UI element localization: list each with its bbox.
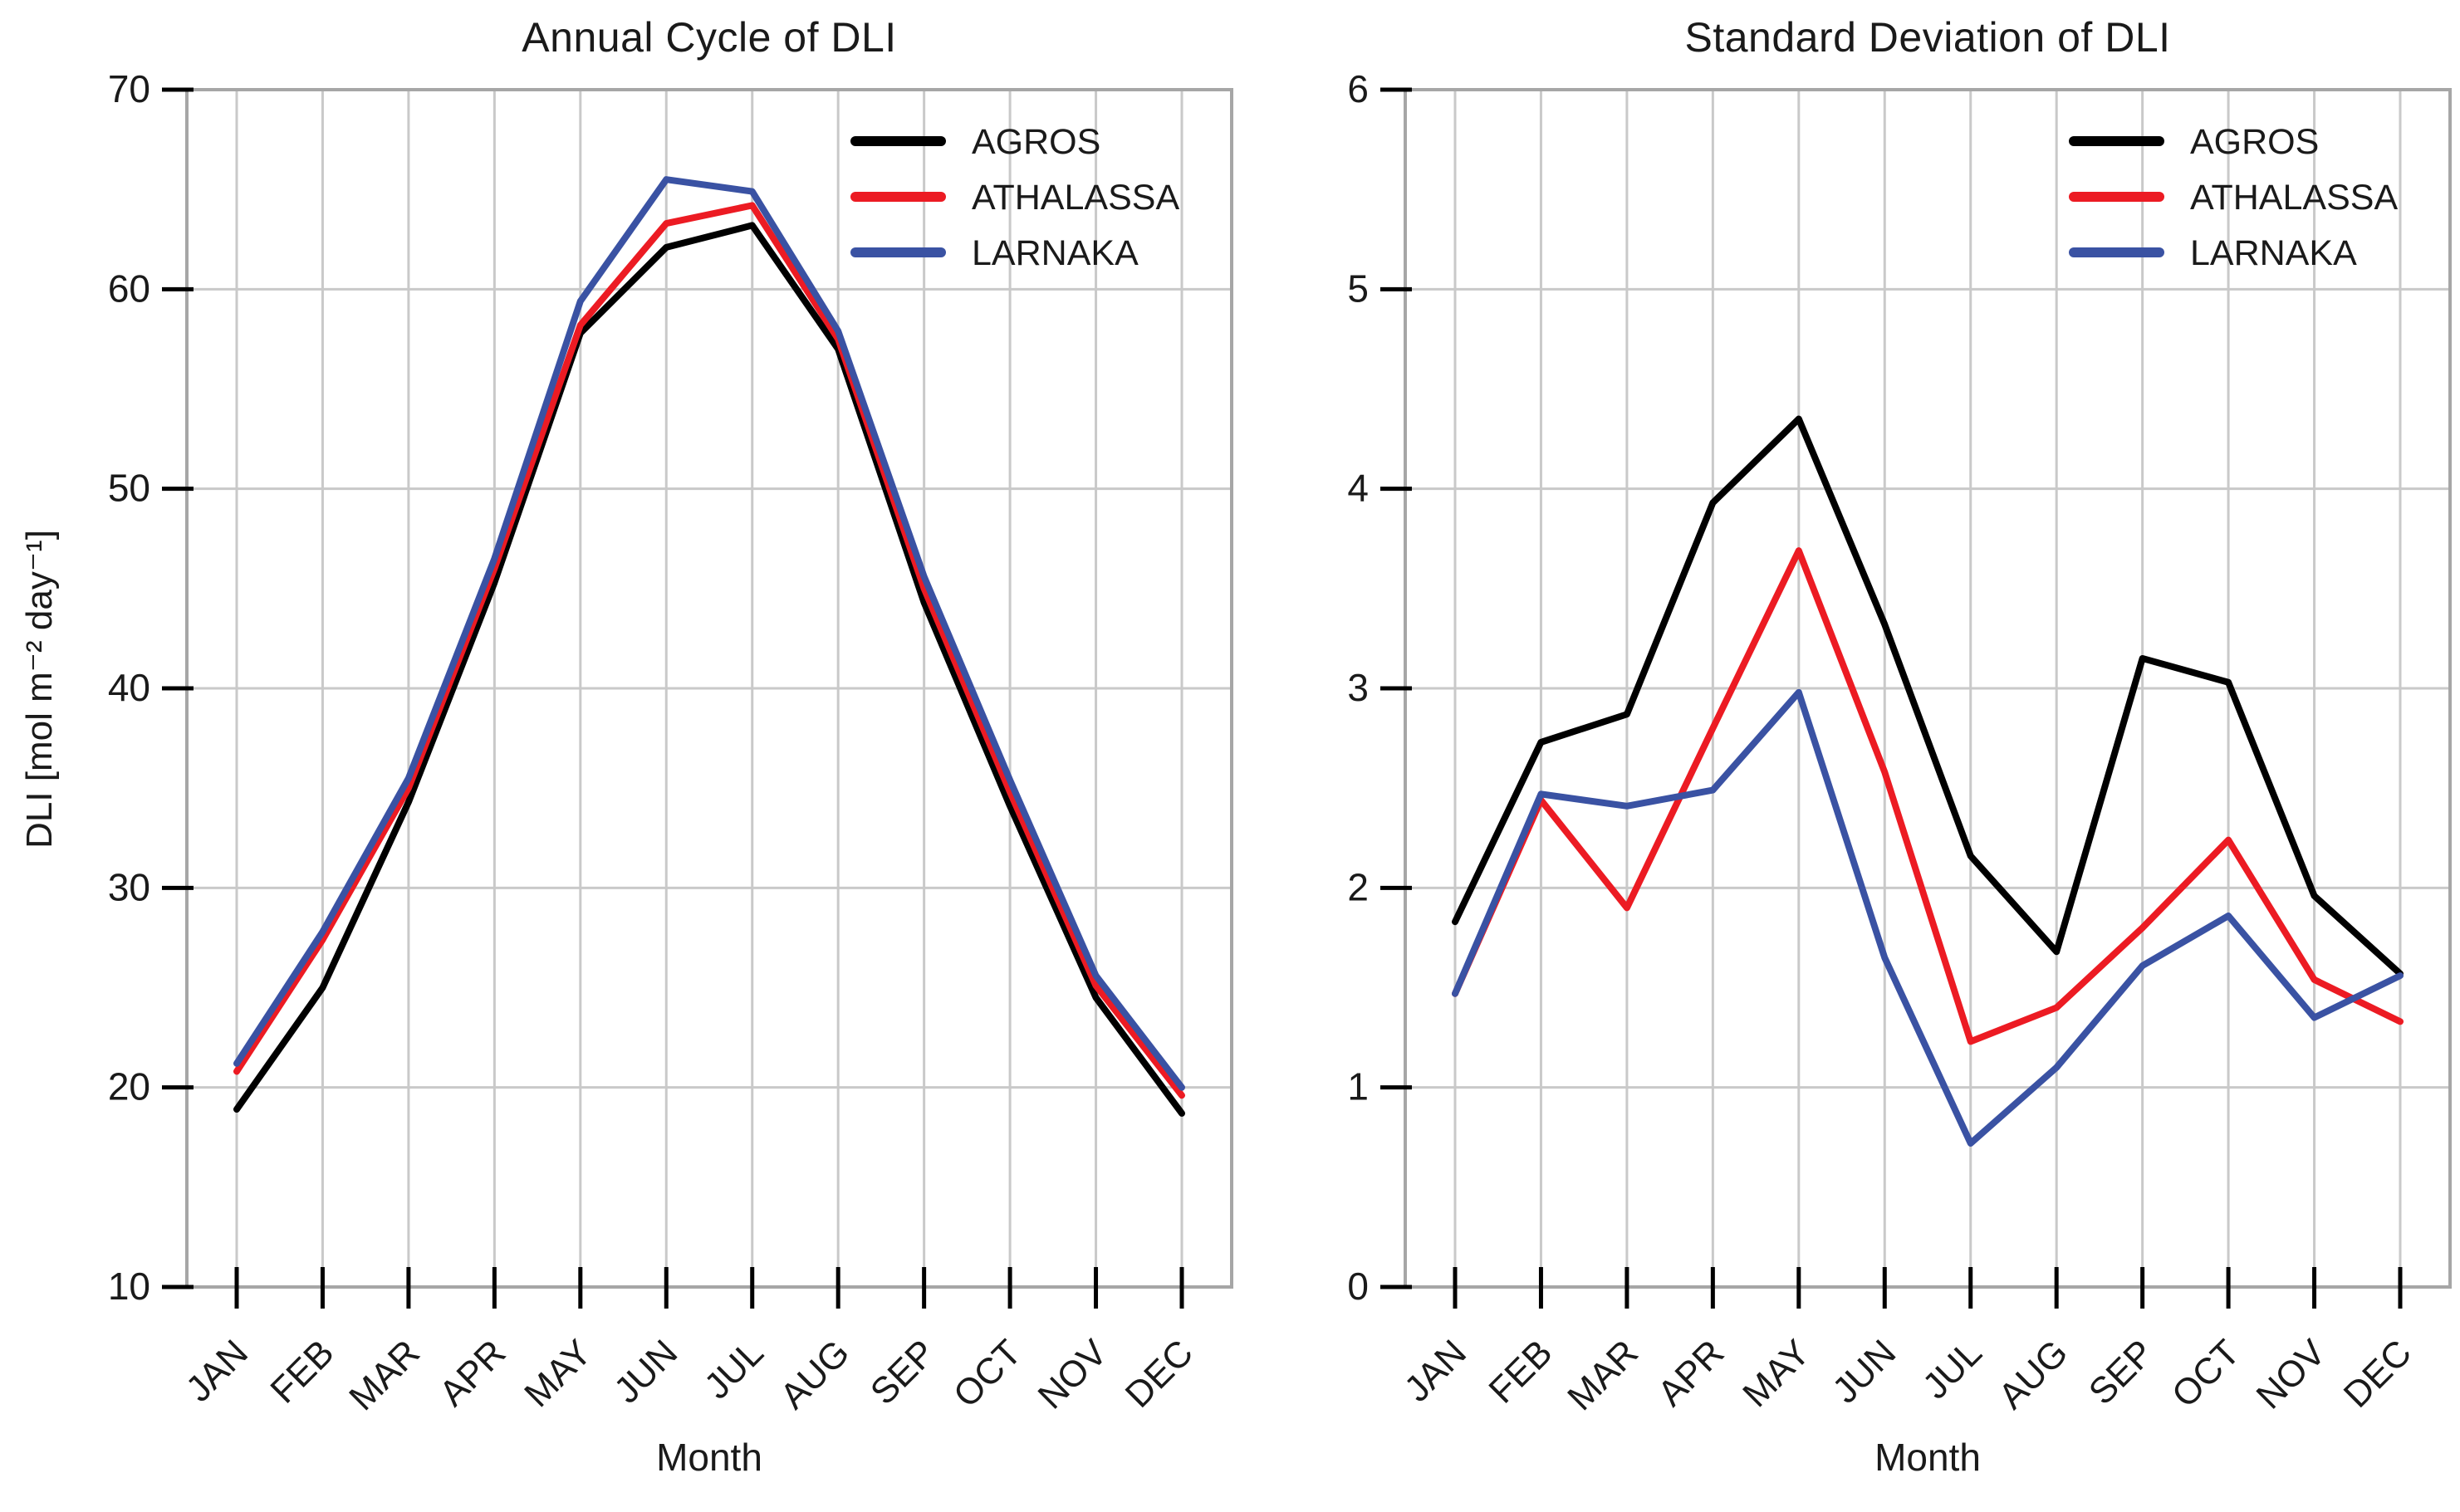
x-tick-label-MAY: MAY xyxy=(517,1332,600,1415)
series-line-AGROS xyxy=(1452,415,2404,977)
x-tick-label-FEB: FEB xyxy=(1481,1332,1560,1411)
x-tick-label-APR: APR xyxy=(1650,1332,1732,1414)
y-tick-label-30: 30 xyxy=(108,865,150,908)
y-tick-label-0: 0 xyxy=(1347,1265,1369,1308)
legend-label-ATHALASSA: ATHALASSA xyxy=(972,178,1179,218)
series-line-ATHALASSA xyxy=(1452,547,2404,1045)
legend-label-AGROS: AGROS xyxy=(2190,122,2319,162)
x-tick-label-JUN: JUN xyxy=(606,1332,685,1411)
x-tick-label-JUL: JUL xyxy=(1915,1332,1990,1407)
x-tick-label-JUN: JUN xyxy=(1825,1332,1904,1411)
x-tick-label-DEC: DEC xyxy=(1118,1332,1201,1415)
x-tick-label-NOV: NOV xyxy=(1031,1332,1116,1417)
series-line-LARNAKA xyxy=(1452,688,2404,1147)
y-tick-label-50: 50 xyxy=(108,467,150,510)
y-tick-label-70: 70 xyxy=(108,67,150,110)
x-tick-label-JAN: JAN xyxy=(1397,1332,1474,1409)
x-axis-label-month-right: Month xyxy=(1874,1436,1981,1479)
y-tick-label-5: 5 xyxy=(1347,267,1369,310)
y-tick-label-4: 4 xyxy=(1347,467,1369,510)
x-tick-label-APR: APR xyxy=(432,1332,514,1414)
series-line-ATHALASSA xyxy=(233,202,1185,1099)
y-tick-label-20: 20 xyxy=(108,1065,150,1108)
legend-label-AGROS: AGROS xyxy=(972,122,1100,162)
x-tick-label-FEB: FEB xyxy=(262,1332,341,1411)
x-tick-label-MAR: MAR xyxy=(341,1332,428,1418)
x-tick-label-NOV: NOV xyxy=(2249,1332,2335,1417)
legend-label-LARNAKA: LARNAKA xyxy=(2190,233,2357,273)
y-tick-label-1: 1 xyxy=(1347,1065,1369,1108)
x-tick-label-OCT: OCT xyxy=(946,1332,1029,1415)
x-axis-label-month-left: Month xyxy=(656,1436,762,1479)
series-line-LARNAKA xyxy=(233,176,1185,1091)
legend-label-ATHALASSA: ATHALASSA xyxy=(2190,178,2398,218)
y-tick-label-60: 60 xyxy=(108,267,150,310)
x-tick-label-MAR: MAR xyxy=(1560,1332,1646,1418)
x-tick-label-DEC: DEC xyxy=(2336,1332,2419,1415)
y-tick-label-3: 3 xyxy=(1347,666,1369,709)
x-tick-label-AUG: AUG xyxy=(1991,1332,2075,1417)
x-tick-label-OCT: OCT xyxy=(2164,1332,2247,1415)
y-axis-label-dli: DLI [mol m⁻² day⁻¹] xyxy=(19,530,60,849)
x-tick-label-JAN: JAN xyxy=(179,1332,256,1409)
y-tick-label-10: 10 xyxy=(108,1265,150,1308)
series-line-AGROS xyxy=(233,222,1185,1117)
chart-title-annual-cycle: Annual Cycle of DLI xyxy=(522,14,897,61)
chart-title-standard-deviation: Standard Deviation of DLI xyxy=(1684,14,2171,61)
x-tick-label-SEP: SEP xyxy=(2081,1332,2162,1412)
x-tick-label-AUG: AUG xyxy=(772,1332,857,1417)
y-tick-label-6: 6 xyxy=(1347,67,1369,110)
y-tick-label-2: 2 xyxy=(1347,865,1369,908)
x-tick-label-MAY: MAY xyxy=(1735,1332,1818,1415)
x-tick-label-JUL: JUL xyxy=(697,1332,772,1407)
legend-label-LARNAKA: LARNAKA xyxy=(972,233,1139,273)
y-tick-label-40: 40 xyxy=(108,666,150,709)
x-tick-label-SEP: SEP xyxy=(863,1332,943,1412)
